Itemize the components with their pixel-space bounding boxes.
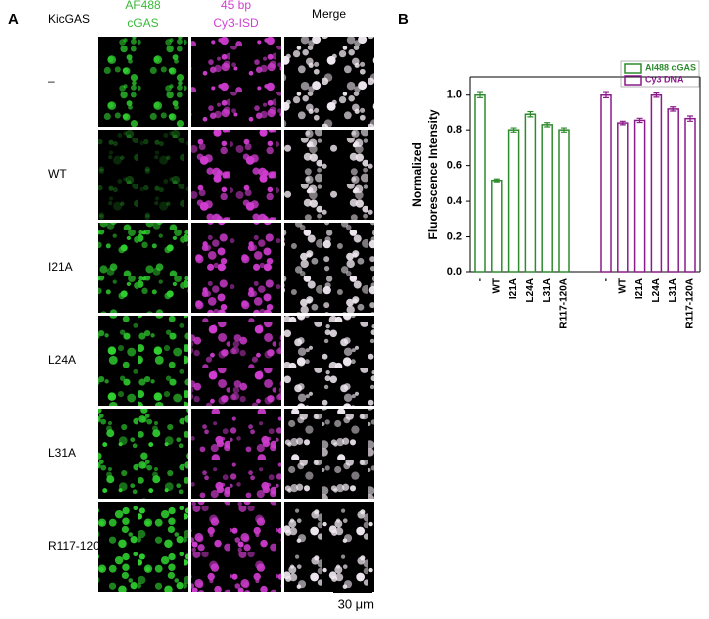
- column-header: Cy3-ISD: [213, 16, 259, 30]
- error-bar: [636, 117, 643, 124]
- x-tick-label: L24A: [651, 278, 662, 302]
- micrograph: [191, 130, 281, 220]
- x-tick-label: I21A: [634, 278, 645, 299]
- row-label: WT: [48, 167, 67, 181]
- error-bar: [493, 178, 500, 183]
- bar: [667, 108, 679, 273]
- column-header: 45 bp: [221, 0, 251, 12]
- y-tick-label: 0.6: [447, 160, 462, 172]
- error-bar: [687, 115, 693, 122]
- y-axis-title: Fluorescence Intensity: [426, 109, 440, 239]
- micrograph: [191, 502, 281, 592]
- column-header: AF488: [125, 0, 161, 12]
- micrograph: [191, 223, 281, 313]
- error-bar: [477, 91, 483, 98]
- row-label: –: [48, 74, 55, 88]
- error-bar: [561, 127, 567, 133]
- micrograph: [98, 130, 188, 220]
- micrograph: [284, 409, 374, 499]
- scale-bar-label: 30 μm: [338, 596, 374, 611]
- bar: [524, 113, 537, 273]
- micrograph: [191, 409, 281, 499]
- bar: [491, 179, 503, 273]
- legend-swatch: [624, 75, 642, 86]
- bar: [474, 93, 486, 273]
- row-label: L24A: [48, 353, 76, 367]
- bar: [650, 93, 663, 273]
- row-header: KicGAS: [48, 12, 90, 26]
- error-bar: [510, 127, 517, 133]
- micrograph: [98, 409, 188, 499]
- y-tick-label: 0.8: [447, 124, 462, 136]
- x-tick-label: -: [475, 278, 486, 281]
- micrograph: [191, 316, 281, 406]
- x-tick-label: L31A: [542, 278, 553, 302]
- bar: [600, 93, 612, 273]
- bar: [633, 119, 646, 273]
- error-bar: [544, 122, 551, 128]
- bar: [617, 122, 629, 273]
- row-label: I21A: [48, 260, 73, 274]
- bar: [541, 124, 553, 273]
- panel-label: A: [8, 11, 19, 28]
- legend-swatch: [624, 63, 642, 74]
- row-label: L31A: [48, 446, 76, 460]
- error-bar: [619, 120, 626, 126]
- micrograph: [98, 502, 188, 592]
- micrograph: [98, 37, 188, 127]
- micrograph: [191, 37, 281, 127]
- y-tick-label: 0.2: [447, 230, 462, 242]
- error-bar: [670, 106, 677, 112]
- error-bar: [603, 91, 609, 98]
- x-tick-label: L31A: [668, 278, 679, 302]
- error-bar: [527, 110, 534, 118]
- column-header: cGAS: [127, 16, 158, 30]
- x-tick-label: -: [601, 278, 612, 281]
- x-tick-label: L24A: [525, 278, 536, 302]
- bar-chart: B Normalized Fluorescence Intensity 0.0 0.2 0…: [398, 11, 701, 329]
- micrograph: [284, 502, 374, 592]
- micrograph: [284, 130, 374, 220]
- legend-label: Cy3 DNA: [645, 74, 684, 84]
- micrograph: [98, 223, 188, 313]
- error-bar: [653, 92, 660, 98]
- x-tick-label: R117-120A: [685, 278, 696, 329]
- micrograph: [98, 316, 188, 406]
- micrograph: [284, 316, 374, 406]
- legend-label: Al488 cGAS: [645, 62, 696, 72]
- bar: [507, 129, 520, 273]
- micrograph: [284, 37, 374, 127]
- x-tick-label: WT: [617, 278, 628, 294]
- y-tick-label: 0.0: [447, 266, 462, 278]
- x-tick-label: I21A: [508, 278, 519, 299]
- y-tick-label: 1.0: [447, 89, 462, 101]
- micrograph: [284, 223, 374, 313]
- y-axis-title: Normalized: [410, 142, 424, 207]
- x-tick-label: R117-120A: [559, 278, 570, 329]
- bar: [558, 129, 570, 273]
- column-header: Merge: [312, 7, 346, 21]
- panel-label: B: [398, 11, 409, 28]
- image-grid: AF488 cGAS 45 bp Cy3-ISD Merge – WT I21A L24A L31…: [48, 0, 374, 592]
- bar: [684, 117, 696, 273]
- legend-box: [620, 60, 700, 88]
- y-tick-label: 0.4: [447, 195, 463, 207]
- x-tick-label: WT: [491, 278, 502, 294]
- row-label: R117-120A: [48, 539, 108, 553]
